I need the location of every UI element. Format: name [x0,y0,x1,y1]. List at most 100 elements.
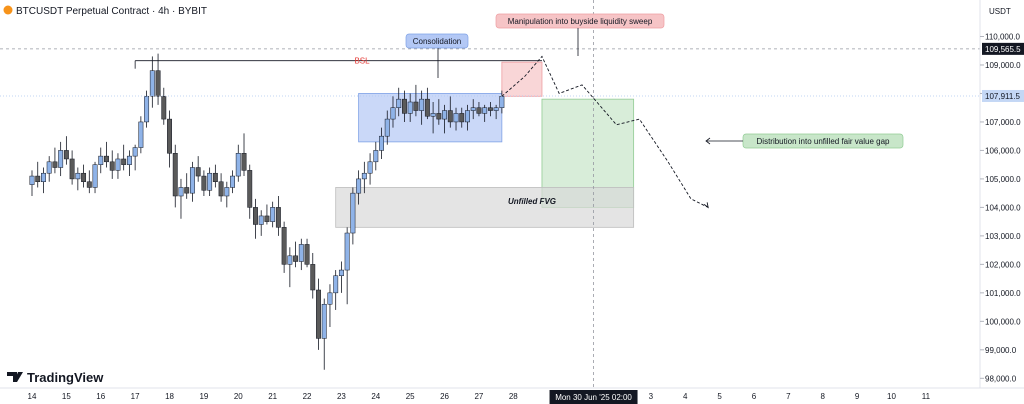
candle-body [132,147,138,157]
manipulation-label-bg [495,13,665,29]
candle-body [184,187,190,194]
candle-body [46,161,52,174]
consolidation-label-text: Consolidation [413,37,461,46]
tradingview-logo[interactable]: TradingView [7,370,104,385]
time-tick-label: 17 [131,392,140,401]
distribution-arrowhead [705,137,711,145]
candle-body [459,113,465,123]
candle-body [333,275,339,294]
price-axis-bg [980,0,1024,404]
candle-body [338,269,344,277]
candle-body [316,289,321,339]
crosshair-time-bg [549,390,638,404]
time-tick-label: 5 [717,392,722,401]
consolidation-zone [358,93,503,143]
candle-body [230,175,236,188]
price-tick-label: 98,000.0 [985,374,1017,383]
price-tick-label: 109,000.0 [985,61,1021,70]
price-tick-label: 105,000.0 [985,175,1021,184]
fvg-zone [335,187,635,228]
time-tick-label: 23 [337,392,346,401]
price-tick-label: 101,000.0 [985,289,1021,298]
zones-layer [335,61,635,228]
candle-body [281,227,287,265]
candle-body [98,155,104,165]
time-tick-label: 25 [406,392,415,401]
candle-body [81,172,87,183]
time-tick-label: 28 [509,392,518,401]
crosshair-time-label: Mon 30 Jun '25 02:00 [555,393,632,402]
candle-body [424,98,430,117]
candle-body [29,175,35,185]
tradingview-logo-icon [7,372,17,382]
candle-body [384,118,390,137]
candle-body [69,158,75,180]
candle-body [167,118,172,154]
candle-body [367,161,373,174]
candle-body [344,232,350,271]
candle-body [465,110,470,123]
candle-body [115,158,121,171]
currency-label: USDT [989,7,1011,16]
candle-body [241,153,247,171]
time-tick-label: 21 [268,392,277,401]
time-tick-label: 19 [199,392,208,401]
candle-body [149,70,155,97]
time-tick-label: 7 [786,392,791,401]
candle-body [419,98,425,111]
candle-body [476,107,482,114]
tradingview-logo-text: TradingView [27,370,104,385]
header: BTCUSDT Perpetual Contract · 4h · BYBIT [3,5,207,17]
candle-body [172,153,178,197]
candle-body [58,150,64,168]
candle-body [138,121,144,148]
candle-body [201,175,207,191]
candle-body [407,101,413,114]
current-price-tag-text: 107,911.5 [985,92,1021,101]
candle-body [482,107,488,114]
candle-body [356,178,362,194]
candle-body [373,150,379,163]
candle-body [361,172,367,180]
distribution-label: Distribution into unfilled fair value ga… [742,133,904,149]
time-tick-label: 22 [303,392,312,401]
time-tick-label: 18 [165,392,174,401]
candle-body [402,98,407,114]
time-tick-label: 8 [821,392,826,401]
time-tick-label: 15 [62,392,71,401]
candle-body [321,303,327,339]
candle-body [298,244,304,262]
price-tick-label: 110,000.0 [985,32,1021,41]
candle-body [224,187,230,197]
time-tick-label: 14 [28,392,37,401]
bsl-label: BSL [354,57,370,66]
candle-body [195,167,201,177]
candle-body [41,172,46,183]
candle-body [75,172,81,180]
time-tick-label: 16 [96,392,105,401]
time-tick-label: 27 [474,392,483,401]
time-tick-label: 4 [683,392,688,401]
time-tick-label: 10 [887,392,896,401]
candle-body [430,113,436,117]
candle-body [253,207,258,225]
price-axis[interactable]: 98,000.0 99,000.0 100,000.0 101,000.0 102,00… [979,0,1024,404]
manipulation-label: Manipulation into buyside liquidity swee… [495,13,665,29]
candle-body [63,150,69,160]
time-tick-label: 20 [234,392,243,401]
fvg-label: Unfilled FVG [508,197,556,206]
candle-body [86,181,92,188]
candle-body [161,96,167,120]
candle-body [396,98,402,108]
candle-body [178,187,184,197]
candle-body [109,161,115,171]
projection-path [501,55,709,208]
candle-body [264,215,270,222]
projection-arrowhead [703,202,709,209]
time-tick-label: 11 [922,392,931,401]
time-tick-label: 26 [440,392,449,401]
candle-body [390,107,396,120]
time-axis[interactable]: 1415161718192021222324252627282345678910… [0,387,1024,404]
candle-body [493,107,499,111]
